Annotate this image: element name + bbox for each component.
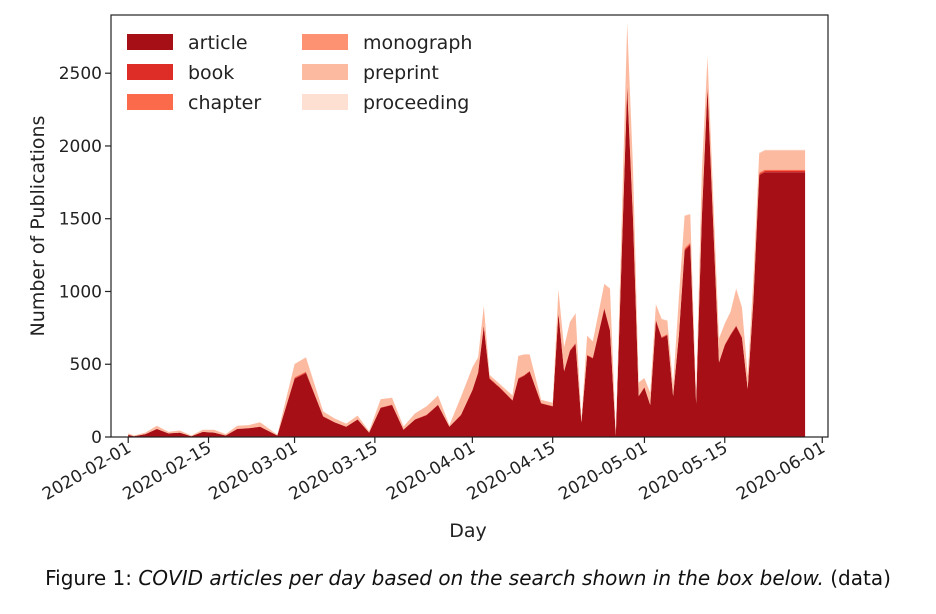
- legend-label-book: book: [188, 62, 234, 84]
- legend-swatch-monograph: [302, 34, 348, 50]
- x-tick-label: 2020-05-15: [636, 438, 732, 505]
- legend-label-article: article: [188, 32, 248, 54]
- legend-label-chapter: chapter: [188, 92, 261, 114]
- x-tick-label: 2020-02-15: [119, 438, 215, 505]
- y-tick-label: 2500: [59, 64, 102, 84]
- y-axis-title: Number of Publications: [27, 116, 49, 337]
- y-tick-label: 1000: [59, 282, 102, 302]
- legend-swatch-book: [127, 64, 173, 80]
- x-axis-title: Day: [449, 520, 487, 542]
- y-tick-label: 0: [91, 428, 102, 448]
- legend-swatch-preprint: [302, 64, 348, 80]
- x-tick-label: 2020-03-01: [205, 438, 301, 505]
- legend-label-monograph: monograph: [363, 32, 472, 54]
- x-tick-label: 2020-06-01: [733, 438, 829, 505]
- x-tick-label: 2020-03-15: [286, 438, 382, 505]
- caption-suffix: (data): [823, 566, 891, 590]
- y-tick-label: 1500: [59, 210, 102, 230]
- area-layers: [128, 22, 806, 438]
- figure-caption: Figure 1: COVID articles per day based o…: [0, 566, 936, 590]
- area-article: [128, 87, 806, 438]
- x-tick-label: 2020-02-01: [39, 438, 135, 505]
- plot-frame: [110, 14, 829, 438]
- stacked-area-chart: 0 500 1000 1500 2000 2500 2020-02-012020-02-1…: [27, 14, 829, 542]
- legend-swatch-proceeding: [302, 94, 348, 110]
- x-tick-label: 2020-04-15: [464, 438, 560, 505]
- legend-swatch-chapter: [127, 94, 173, 110]
- legend-swatch-article: [127, 34, 173, 50]
- caption-prefix: Figure 1:: [45, 566, 139, 590]
- x-axis: 2020-02-012020-02-152020-03-012020-03-15…: [39, 437, 829, 505]
- caption-italic: COVID articles per day based on the sear…: [138, 566, 824, 590]
- legend: article book chapter monograph preprint proce…: [127, 32, 472, 114]
- y-tick-label: 2000: [59, 137, 102, 157]
- y-axis: 0 500 1000 1500 2000 2500: [59, 64, 111, 448]
- x-tick-label: 2020-04-01: [383, 438, 479, 505]
- x-tick-label: 2020-05-01: [555, 438, 651, 505]
- legend-label-preprint: preprint: [363, 62, 439, 84]
- y-tick-label: 500: [70, 355, 102, 375]
- legend-label-proceeding: proceeding: [363, 92, 469, 114]
